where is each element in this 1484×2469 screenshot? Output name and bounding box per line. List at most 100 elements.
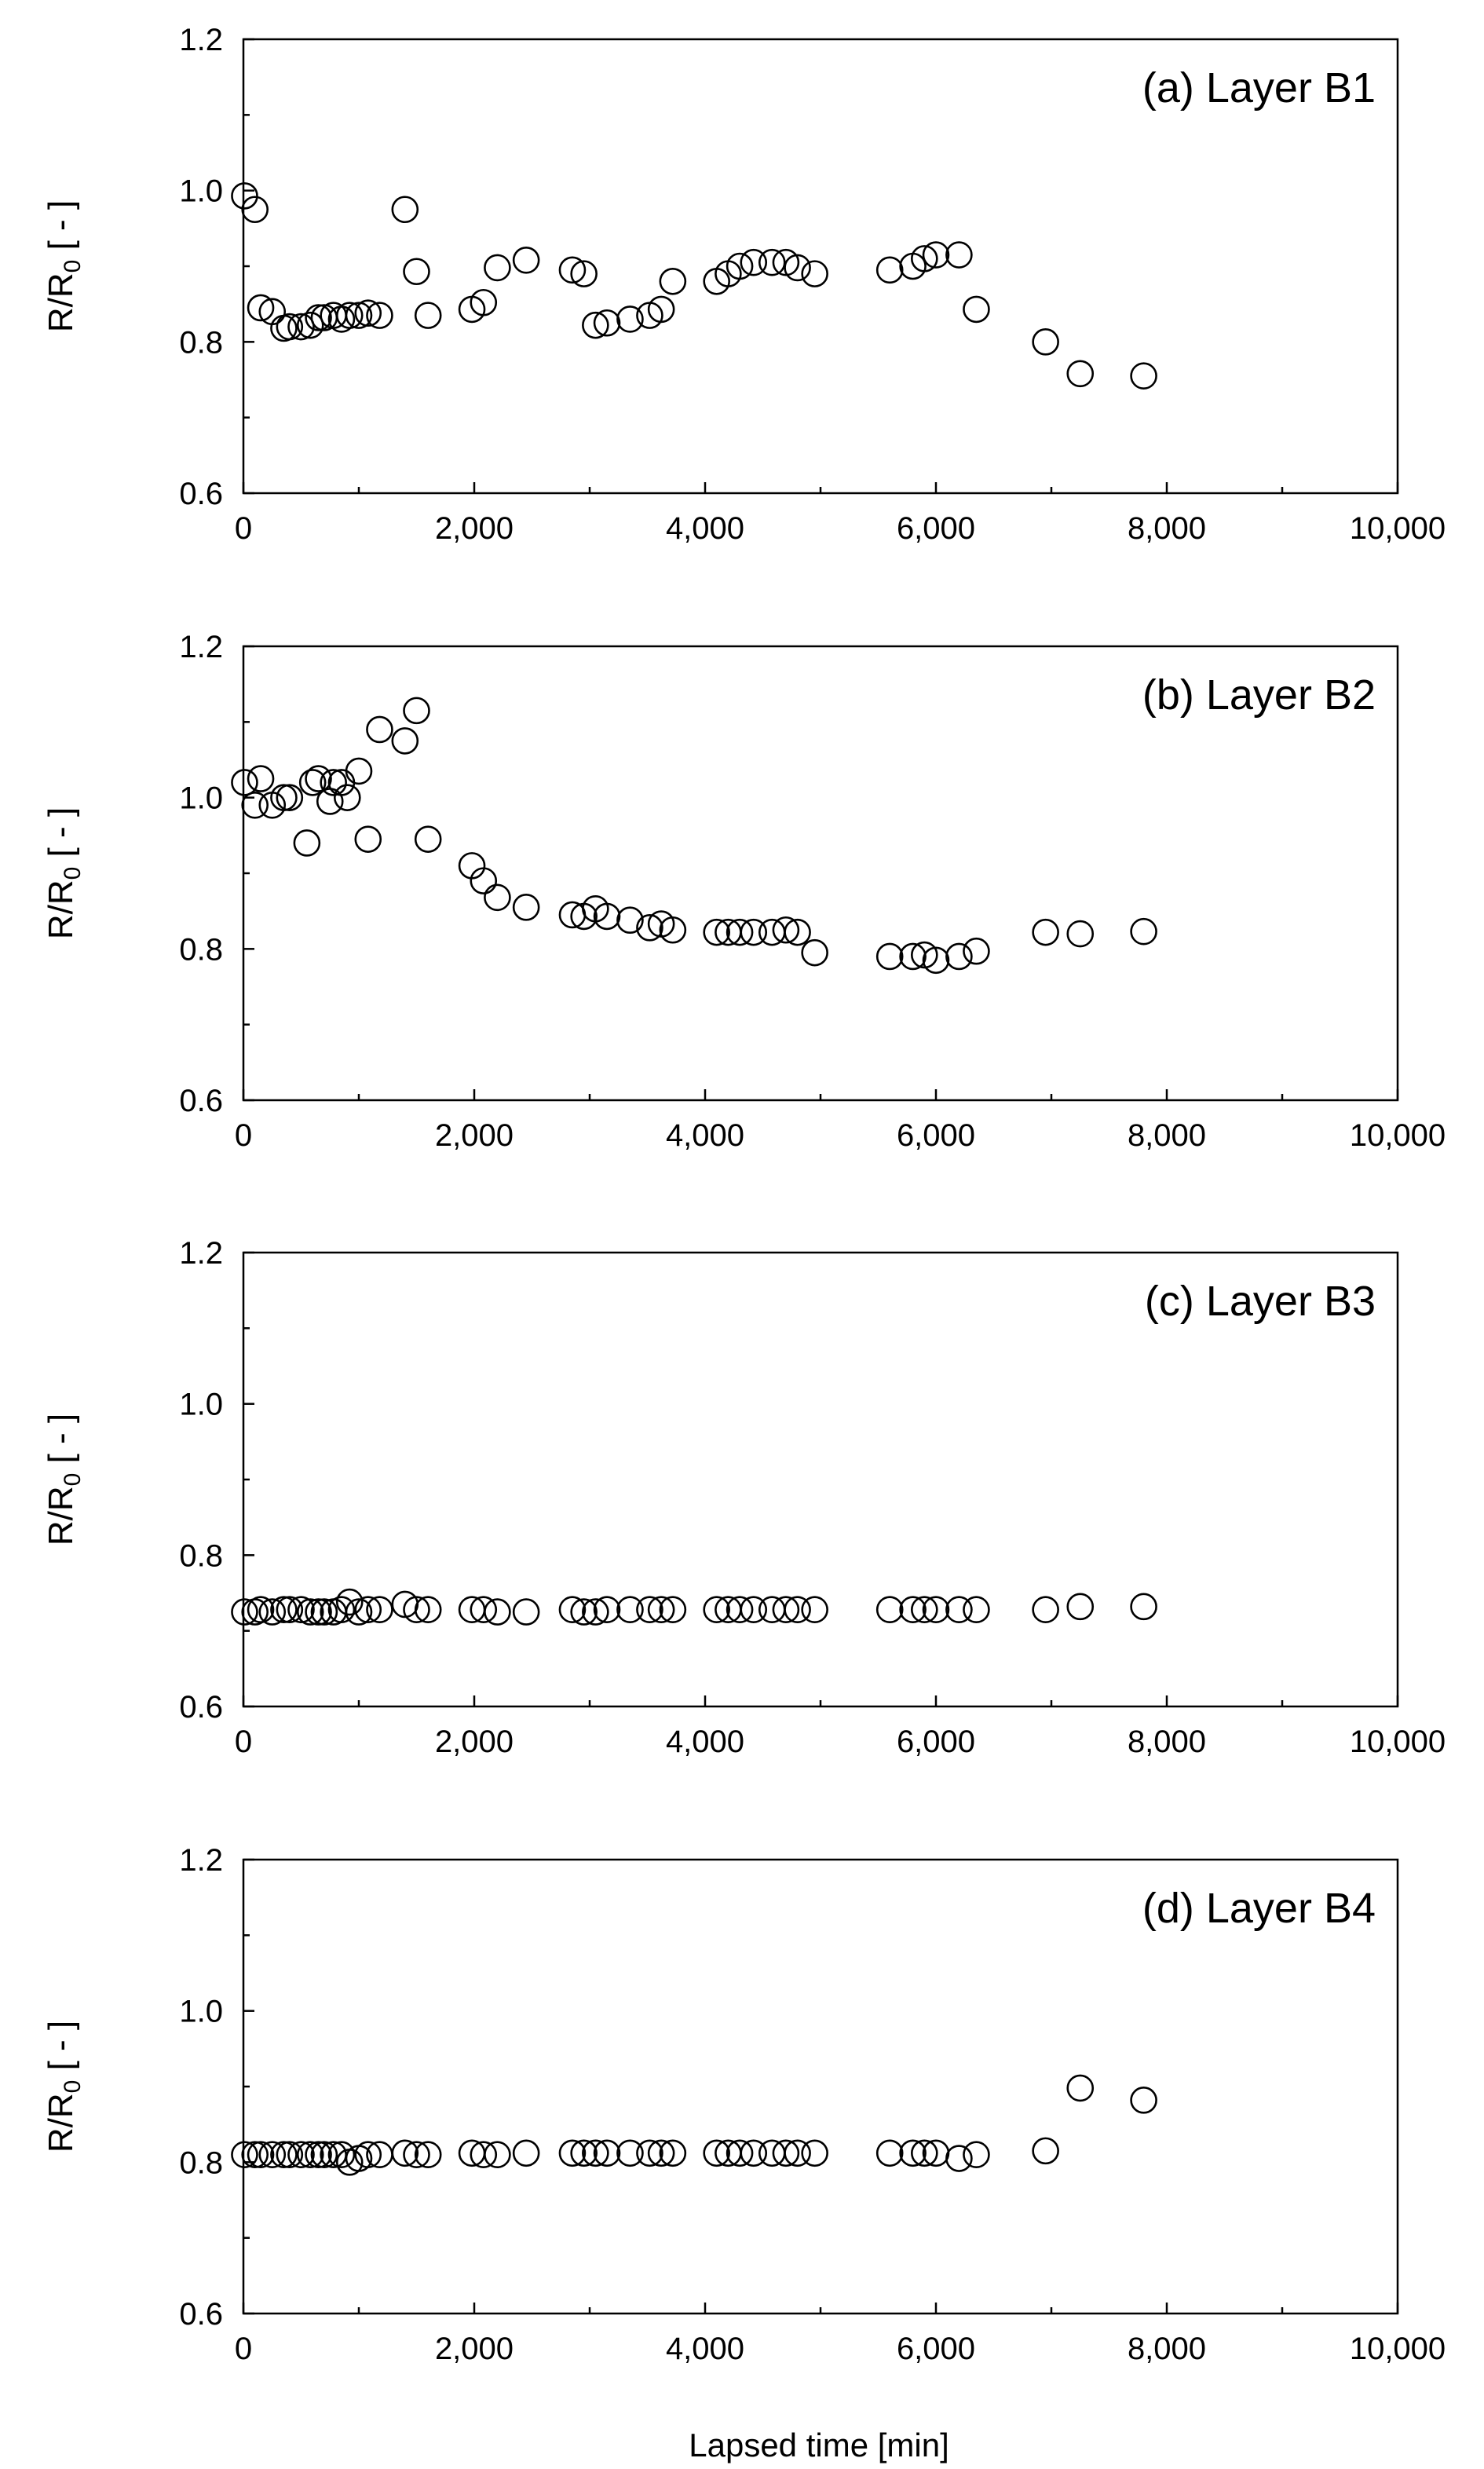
data-point [922,946,950,975]
data-point [366,715,393,744]
data-point [726,918,754,946]
data-point [945,1596,973,1623]
panel-title: (c) Layer B3 [1145,1278,1376,1325]
data-point [582,2139,609,2167]
data-point [582,311,609,339]
x-tick-label: 10,000 [1350,1725,1446,1759]
data-point [784,2139,811,2167]
y-tick-label: 0.6 [179,477,223,511]
data-point [963,2141,990,2168]
data-point [241,2141,269,2168]
data-point [582,1598,609,1626]
data-point [345,1598,373,1626]
data-point [512,1598,540,1626]
data-point [945,942,973,971]
data-point [1066,1593,1095,1621]
data-point [740,248,768,276]
data-point [772,1596,800,1623]
data-point [1130,362,1157,390]
data-point [296,311,324,339]
data-point [801,1596,828,1623]
data-point [703,1596,731,1623]
data-point [310,2141,338,2168]
data-point [231,2141,258,2168]
data-point [470,288,498,316]
data-point [258,2141,287,2168]
y-tick-label: 1.2 [179,630,223,664]
data-point [470,1596,498,1623]
data-point [391,2139,419,2167]
data-point [801,260,828,287]
data-point [875,2139,904,2167]
x-tick-label: 6,000 [897,1118,975,1153]
x-tick-label: 2,000 [435,2332,514,2366]
data-point [875,256,904,284]
data-point [784,1596,811,1623]
data-point [335,302,364,329]
panel-d: 0.6 0.8 1.0 1.2 0 2,000 4,000 6,000 8,000 10,000 (… [42,1843,1446,2366]
data-point [366,1596,393,1623]
data-point [247,2141,275,2168]
data-point [296,2141,324,2168]
data-point [1032,918,1059,946]
data-point [270,1596,298,1623]
data-point [922,1596,950,1623]
data-point [570,260,598,287]
data-point [772,248,800,276]
x-tick-label: 10,000 [1350,511,1446,546]
data-point [247,294,275,322]
data-point [403,2141,430,2168]
data-point [414,302,442,329]
data-point [875,1596,904,1623]
x-tick-label: 2,000 [435,1725,514,1759]
y-tick-label: 0.8 [179,2145,223,2180]
data-point [345,757,373,785]
data-point [740,2139,768,2167]
data-point [287,2141,315,2168]
data-point [391,196,419,224]
data-point [296,1598,324,1626]
x-tick-label: 10,000 [1350,2332,1446,2366]
data-point [558,256,587,284]
data-point [636,1596,663,1623]
data-point [911,941,938,969]
x-tick-label: 10,000 [1350,1118,1446,1153]
y-tick-label: 1.0 [179,174,223,209]
data-point [922,2139,950,2167]
data-point [784,254,811,282]
y-axis-title: R/R0 [ - ] [42,1414,86,1545]
data-point [1032,2137,1059,2165]
data-point [963,1596,990,1623]
data-point [726,2139,754,2167]
y-tick-label: 1.2 [179,1236,223,1271]
data-point [241,196,269,224]
x-tick-label: 8,000 [1128,511,1206,546]
data-point [922,241,950,269]
x-tick-label: 8,000 [1128,1118,1206,1153]
data-point [1066,360,1095,388]
y-axis-title: R/R0 [ - ] [42,807,86,939]
y-tick-label: 1.0 [179,1388,223,1422]
data-point [470,867,498,894]
data-point [287,1596,315,1623]
data-point [899,942,927,971]
panel-title: (d) Layer B4 [1142,1885,1376,1932]
y-tick-label: 0.8 [179,1538,223,1573]
data-point [305,2141,332,2168]
data-point [354,1596,382,1623]
data-point [1032,1596,1059,1623]
x-tick-label: 2,000 [435,511,514,546]
y-tick-label: 0.6 [179,1084,223,1118]
data-point [484,254,511,282]
data-point [593,902,621,931]
y-tick-label: 0.6 [179,2297,223,2332]
data-point [945,241,973,269]
x-tick-label: 8,000 [1128,2332,1206,2366]
data-point [276,2141,304,2168]
data-point [512,246,540,274]
data-point [241,792,269,819]
data-point [636,914,663,942]
data-point [963,937,990,965]
data-point [293,829,321,857]
data-point [247,765,275,792]
